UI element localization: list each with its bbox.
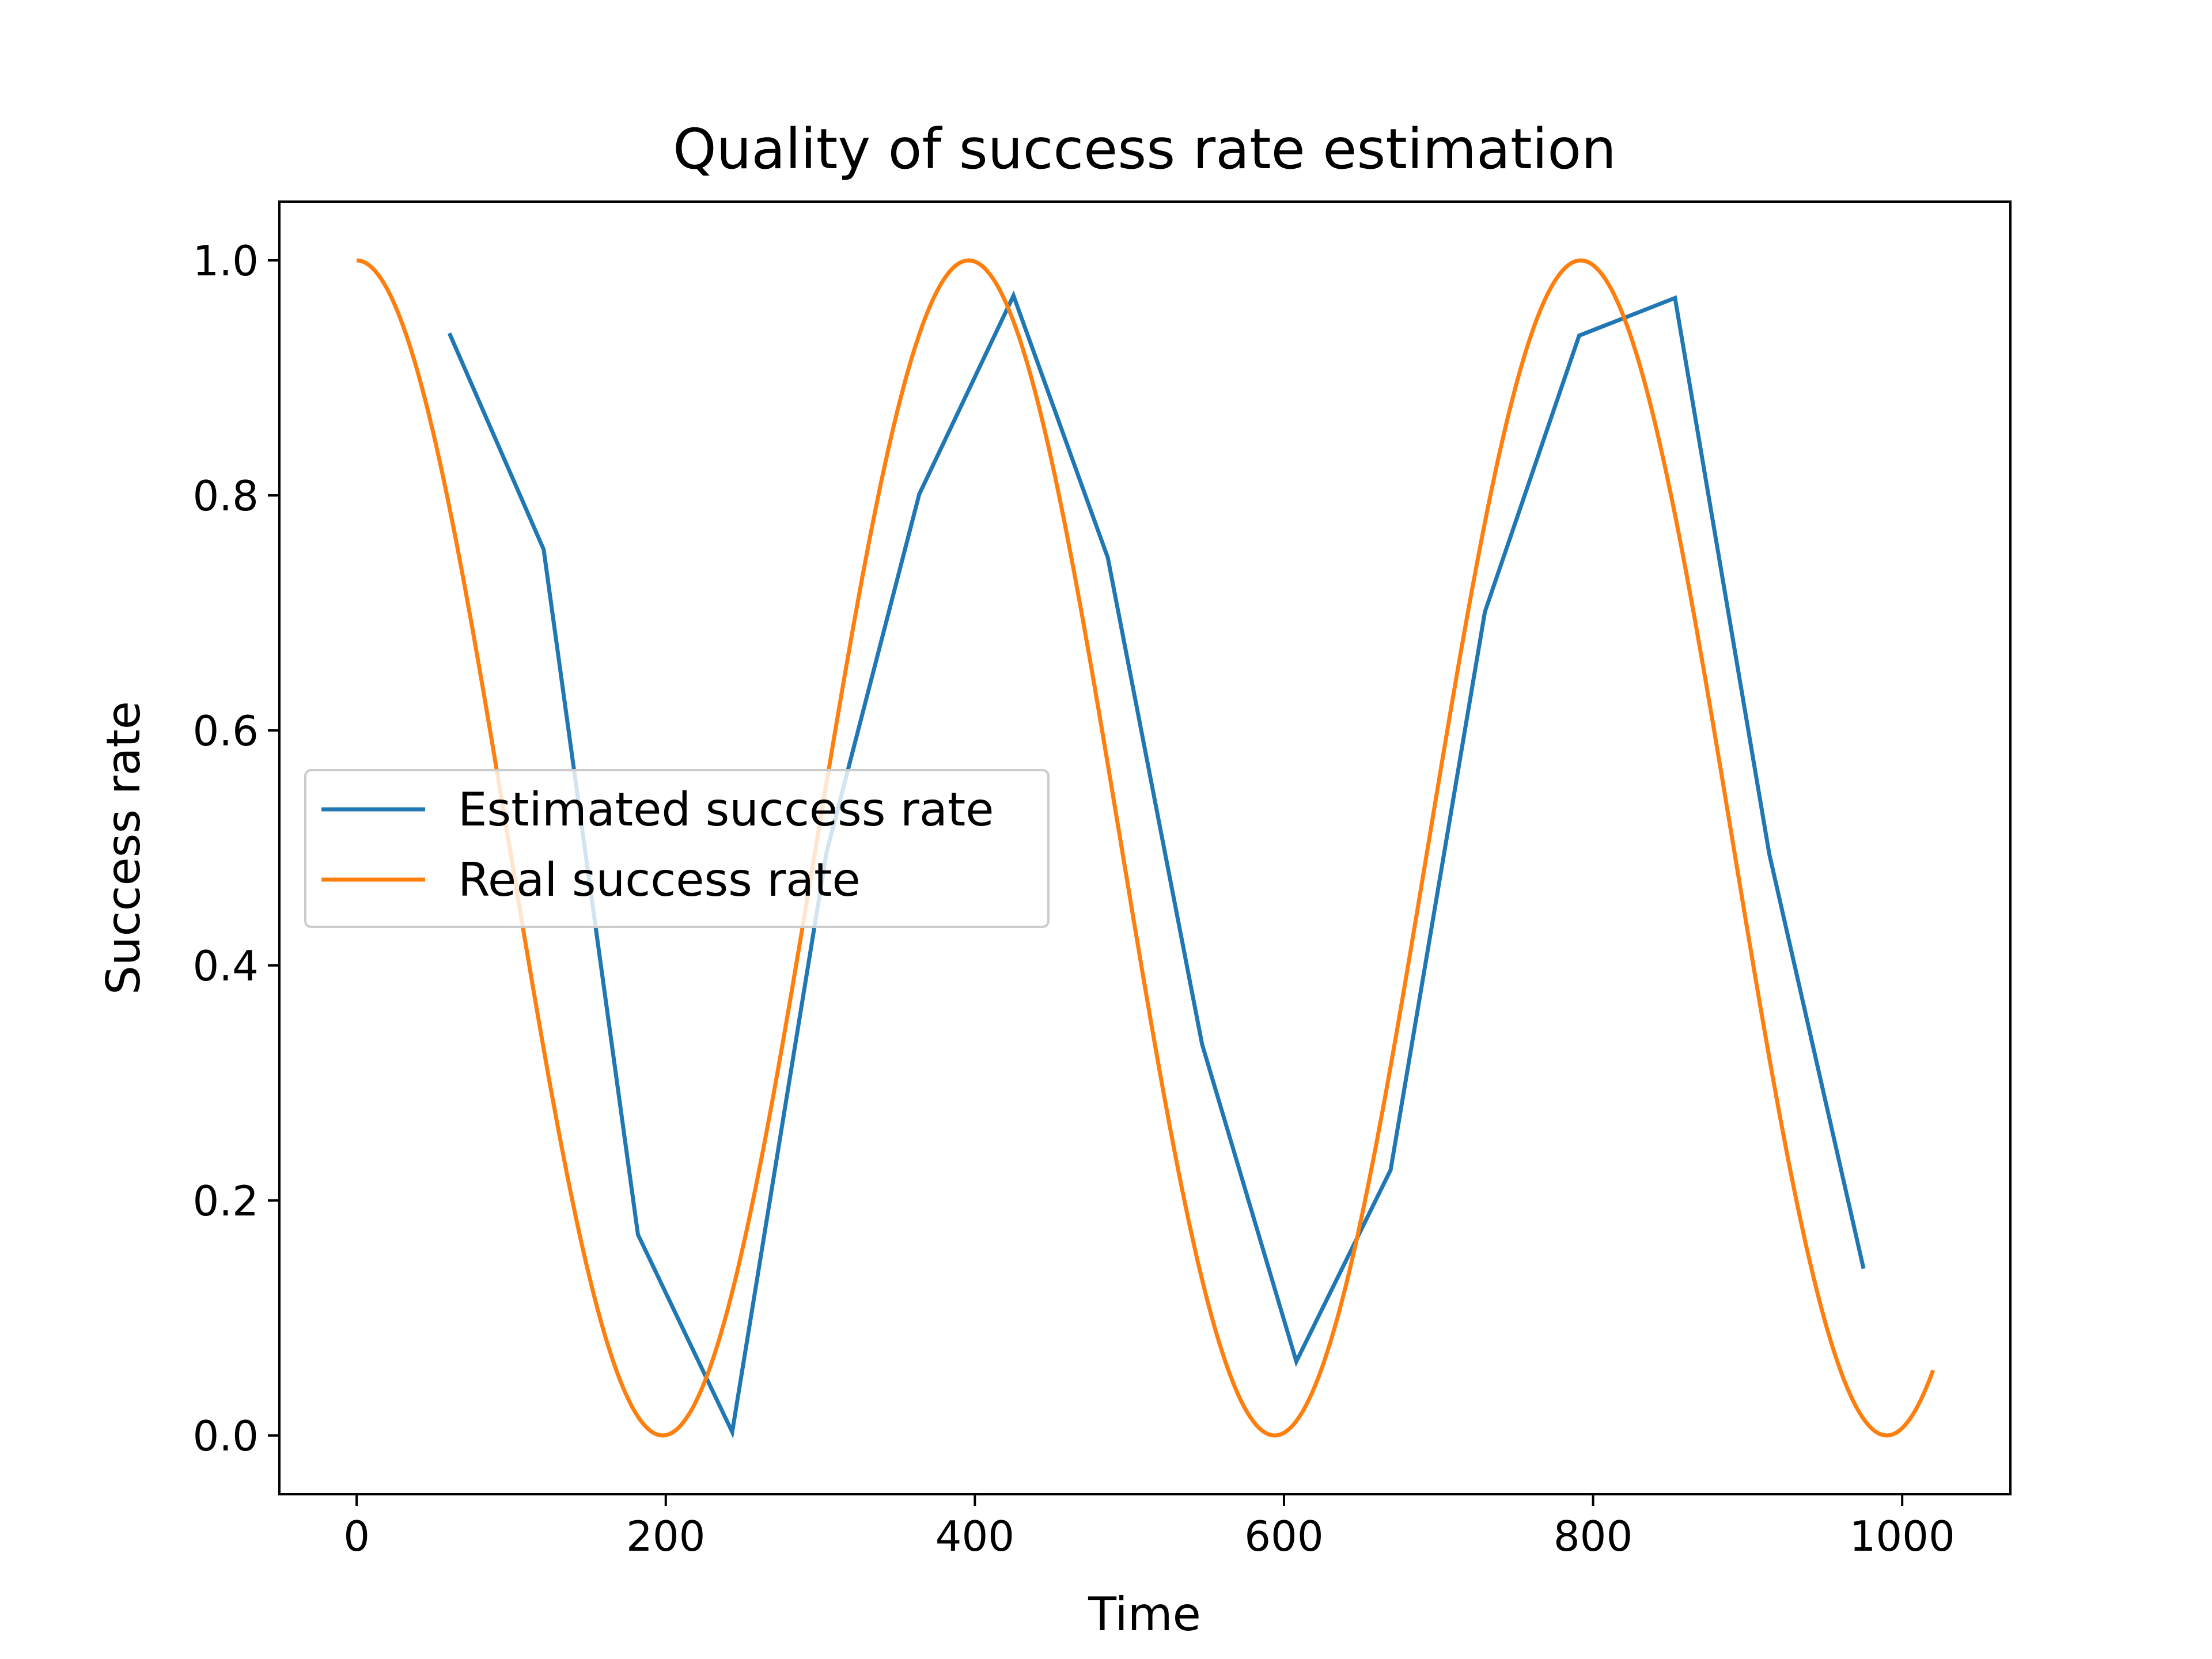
y-tick-label: 1.0 — [192, 237, 259, 285]
series-line-real — [356, 258, 1936, 1438]
y-tick-label: 0.4 — [192, 942, 259, 990]
y-tick-label: 0.2 — [192, 1177, 259, 1225]
x-tick-label: 0 — [343, 1512, 370, 1560]
legend: Estimated success rate Real success rate — [304, 769, 1050, 928]
legend-label: Estimated success rate — [458, 783, 994, 836]
x-tick-label: 200 — [626, 1512, 705, 1560]
y-tick-label: 0.8 — [192, 472, 259, 520]
x-axis-label: Time — [1088, 1588, 1201, 1641]
x-tick-label: 400 — [935, 1512, 1014, 1560]
x-tick-label: 600 — [1244, 1512, 1323, 1560]
y-axis-label: Success rate — [97, 701, 150, 995]
series-line-estimated — [447, 290, 1866, 1439]
y-tick-label: 0.6 — [192, 707, 259, 755]
plot-layer — [356, 258, 1936, 1439]
y-tick-label: 0.0 — [192, 1412, 259, 1460]
legend-frame — [304, 769, 1050, 928]
x-tick-label: 800 — [1554, 1512, 1633, 1560]
ticks-layer: 0 200 400 600 800 1000 0.0 0.2 0.4 0.6 0.8 1.0 — [192, 237, 1955, 1560]
chart-title: Quality of success rate estimation — [673, 117, 1616, 181]
x-tick-label: 1000 — [1850, 1512, 1955, 1560]
plot-frame — [278, 200, 2012, 1495]
legend-label: Real success rate — [458, 853, 861, 907]
